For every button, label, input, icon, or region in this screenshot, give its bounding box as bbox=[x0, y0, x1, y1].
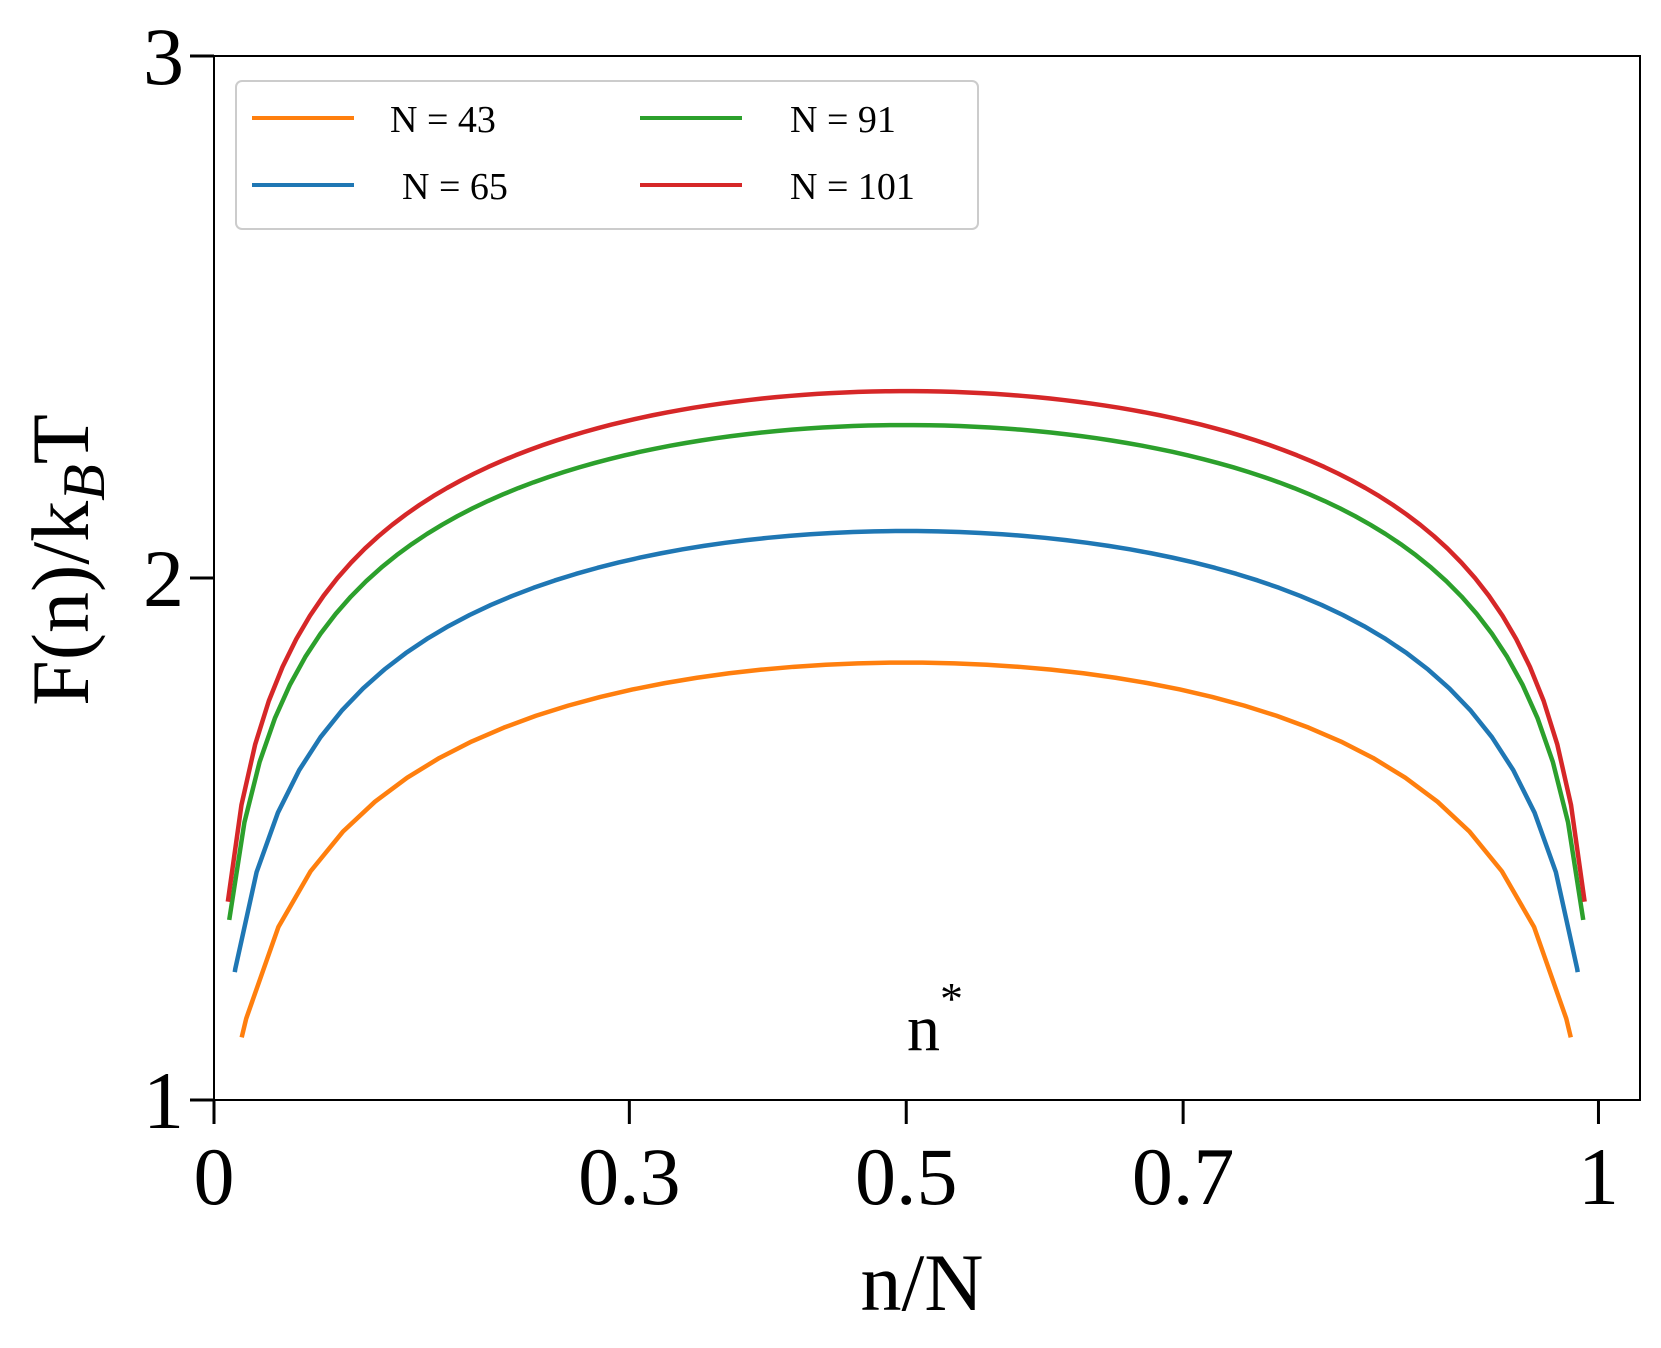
x-tick-label: 0.3 bbox=[578, 1131, 681, 1222]
y-tick-label: 3 bbox=[143, 11, 184, 102]
series-line-101 bbox=[225, 388, 1587, 902]
n-star-superscript: * bbox=[940, 973, 963, 1024]
n-star-annotation: n* bbox=[907, 973, 963, 1065]
legend-box bbox=[235, 80, 979, 230]
x-axis-label: n/N bbox=[861, 1237, 984, 1328]
legend-label-n91: N = 91 bbox=[790, 99, 896, 141]
x-axis-ticks: 0 0.3 0.5 0.7 1 bbox=[194, 1100, 1619, 1222]
y-tick-label: 1 bbox=[143, 1055, 184, 1146]
legend-label-n43: N = 43 bbox=[390, 99, 496, 141]
y-axis-label: F(n)/kBT bbox=[15, 414, 117, 706]
y-axis-label-sub: B bbox=[51, 464, 117, 501]
series-line-43 bbox=[239, 660, 1573, 1038]
series-line-65 bbox=[232, 528, 1580, 973]
x-tick-label: 0.5 bbox=[855, 1131, 958, 1222]
x-tick-label: 1 bbox=[1578, 1131, 1619, 1222]
legend-label-n65: N = 65 bbox=[402, 166, 508, 208]
y-tick-label: 2 bbox=[143, 533, 184, 624]
series-line-91 bbox=[227, 422, 1586, 921]
y-axis-ticks: 1 2 3 bbox=[143, 11, 214, 1146]
y-axis-label-tail: T bbox=[15, 414, 106, 464]
legend-label-n101: N = 101 bbox=[790, 166, 915, 208]
x-tick-label: 0 bbox=[194, 1131, 235, 1222]
y-axis-label-main: F(n)/k bbox=[15, 501, 106, 706]
x-tick-label: 0.7 bbox=[1132, 1131, 1235, 1222]
n-star-base: n bbox=[907, 992, 940, 1065]
series-layer bbox=[225, 388, 1587, 1038]
legend: N = 43 N = 65 N = 91 N = 101 bbox=[235, 80, 979, 230]
